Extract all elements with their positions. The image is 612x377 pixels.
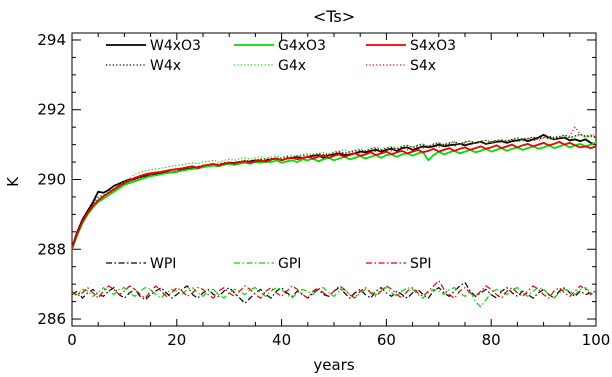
series-line-w4x bbox=[71, 133, 597, 250]
series-line-gpi bbox=[71, 287, 597, 308]
series-line-w4xo3 bbox=[71, 133, 597, 248]
axes: 0 20 40 60 80 100 286 288 290 292 294 bbox=[37, 31, 610, 349]
series-line-spi bbox=[71, 280, 597, 299]
y-tick-label: 292 bbox=[37, 101, 66, 119]
legend-label-spi: SPI bbox=[410, 256, 431, 272]
plot-frame bbox=[71, 32, 597, 327]
legend-label-s4x: S4x bbox=[410, 58, 436, 74]
legend-label-g4x: G4x bbox=[278, 58, 306, 74]
y-tick-label: 286 bbox=[37, 310, 66, 328]
legend-label-wpi: WPI bbox=[150, 256, 176, 272]
legend-label-gpi: GPI bbox=[278, 256, 301, 272]
y-tick-label: 294 bbox=[37, 31, 66, 49]
series-layer bbox=[71, 126, 597, 308]
x-tick-label: 40 bbox=[272, 331, 291, 349]
legend-label-g4xo3: G4xO3 bbox=[278, 38, 326, 54]
x-tick-label: 100 bbox=[582, 331, 611, 349]
x-tick-label: 80 bbox=[482, 331, 501, 349]
legend-label-w4x: W4x bbox=[150, 58, 181, 74]
legend: W4xO3 W4x G4xO3 G4x S4xO3 S4x WPI GPI SPI bbox=[106, 38, 456, 272]
series-line-g4x bbox=[71, 133, 597, 250]
series-line-s4xo3 bbox=[71, 140, 597, 248]
y-tick-label: 290 bbox=[37, 171, 66, 189]
y-axis-label: K bbox=[4, 176, 22, 187]
x-tick-label: 0 bbox=[67, 331, 77, 349]
x-tick-label: 20 bbox=[167, 331, 186, 349]
legend-label-w4xo3: W4xO3 bbox=[150, 38, 201, 54]
y-tick-label: 288 bbox=[37, 240, 66, 258]
series-line-g4xo3 bbox=[71, 142, 597, 250]
x-axis-label: years bbox=[313, 356, 354, 374]
series-line-s4x bbox=[71, 126, 597, 250]
chart-title: <Ts> bbox=[313, 7, 355, 26]
x-tick-label: 60 bbox=[377, 331, 396, 349]
legend-label-s4xo3: S4xO3 bbox=[410, 38, 456, 54]
